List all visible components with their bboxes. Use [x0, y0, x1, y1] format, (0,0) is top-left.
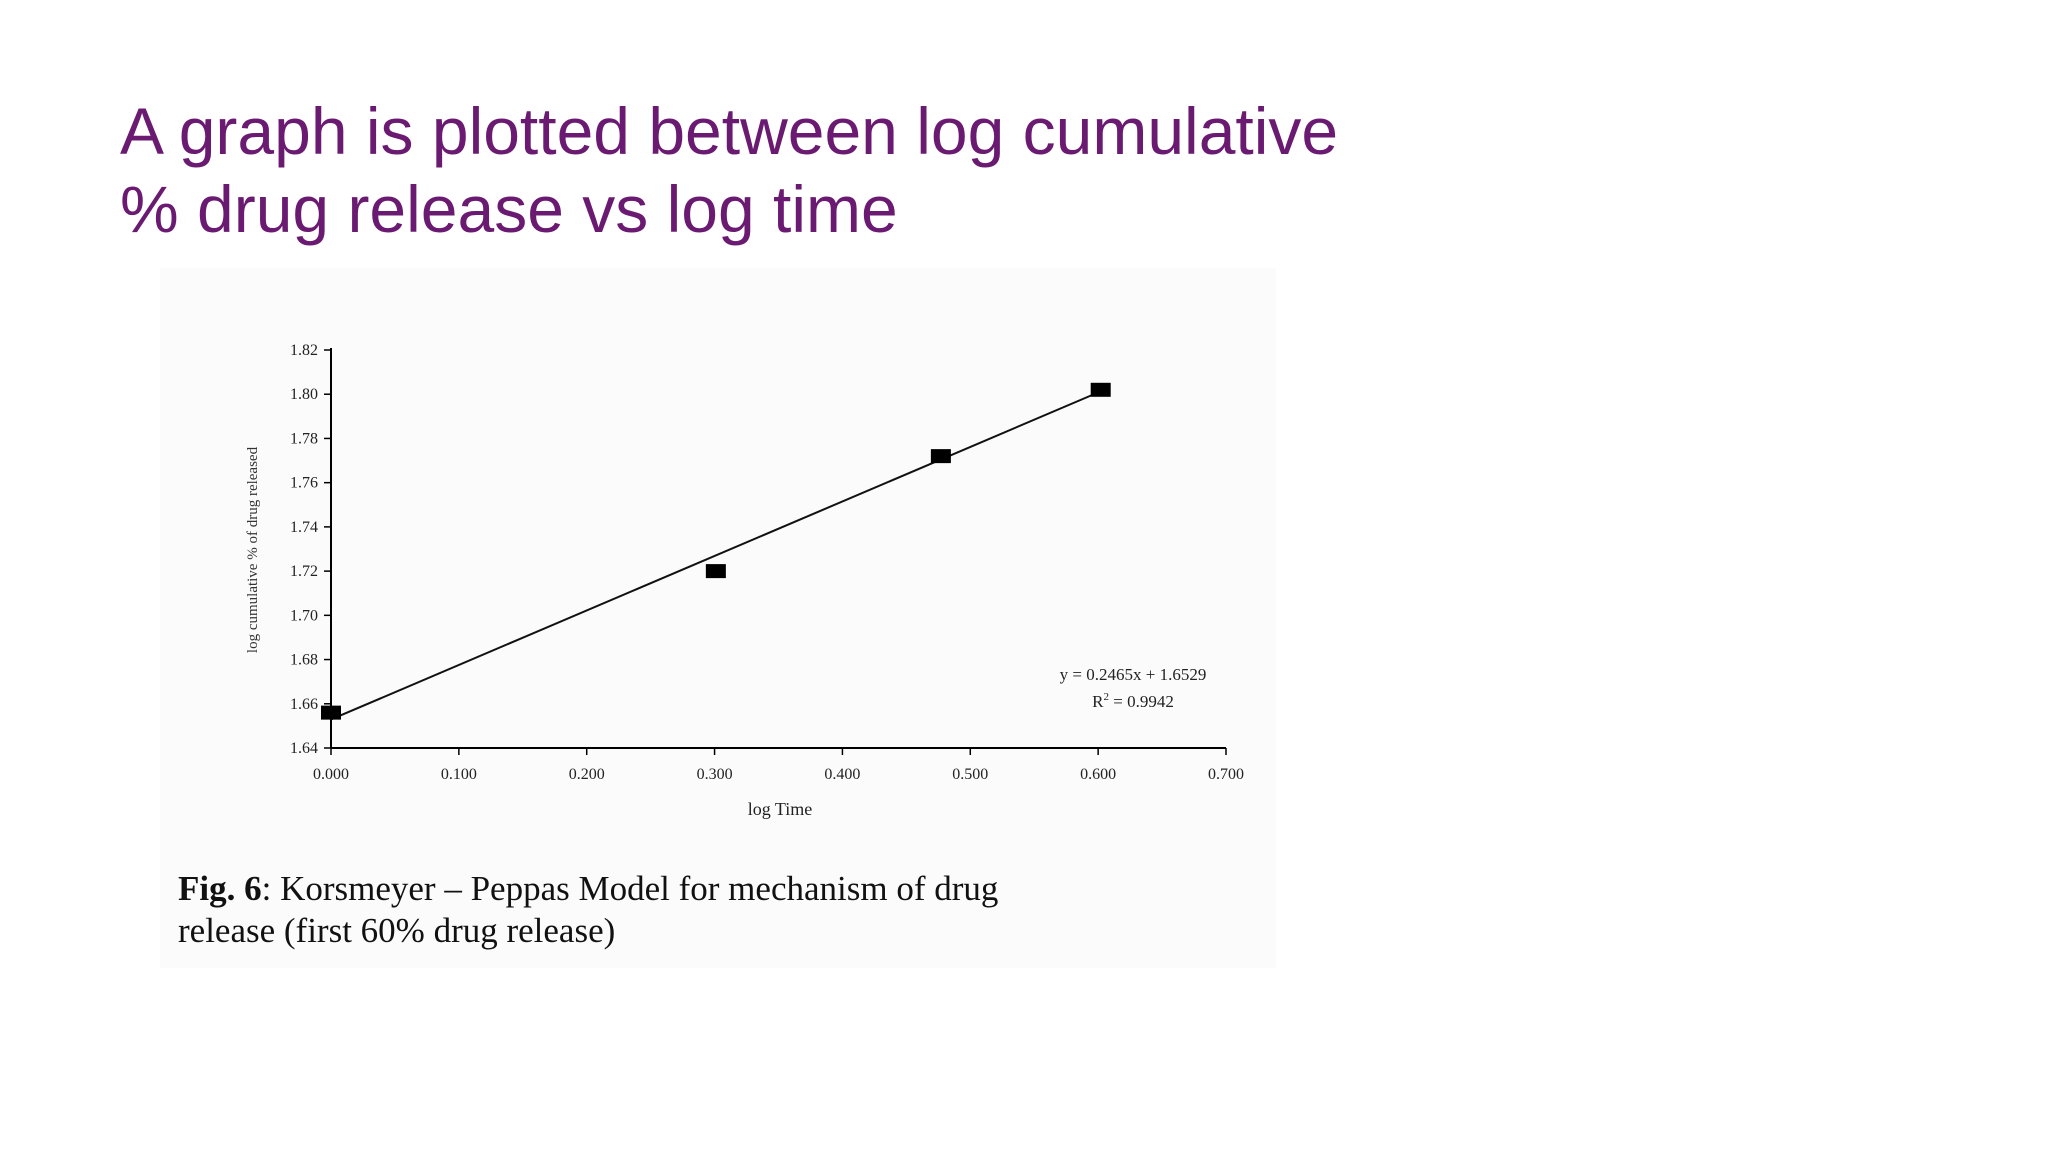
x-tick-label: 0.700 [1208, 766, 1244, 783]
y-tick-label: 1.76 [290, 475, 318, 492]
trendline [330, 390, 1102, 721]
x-tick-label: 0.000 [313, 766, 349, 783]
y-tick-label: 1.82 [290, 342, 318, 359]
data-point [930, 449, 951, 464]
figure-panel [160, 268, 1276, 968]
trendline-r-squared: R2 = 0.9942 [1092, 691, 1174, 711]
y-tick-label: 1.66 [290, 696, 318, 713]
y-tick-label: 1.78 [290, 430, 318, 447]
data-point [321, 705, 341, 720]
x-tick-label: 0.600 [1080, 766, 1116, 783]
figure-caption: Fig. 6: Korsmeyer – Peppas Model for mec… [178, 868, 1278, 952]
trendline-equation: y = 0.2465x + 1.6529 [1060, 665, 1207, 684]
caption-line-1: Fig. 6: Korsmeyer – Peppas Model for mec… [178, 868, 1278, 910]
y-tick-label: 1.70 [290, 607, 318, 624]
slide-title: A graph is plotted between log cumulativ… [120, 92, 1620, 248]
y-tick-label: 1.72 [290, 563, 318, 580]
data-point [705, 564, 726, 579]
y-tick-label: 1.64 [290, 740, 318, 757]
figure-label: Fig. 6 [178, 869, 262, 908]
r2-superscript: 2 [1104, 691, 1110, 703]
y-tick-label: 1.80 [290, 386, 318, 403]
caption-line-1-text: : Korsmeyer – Peppas Model for mechanism… [261, 869, 999, 908]
x-tick-label: 0.400 [824, 766, 860, 783]
y-tick-label: 1.74 [290, 519, 318, 536]
y-tick-label: 1.68 [290, 652, 318, 669]
slide-title-line-1: A graph is plotted between log cumulativ… [120, 94, 1339, 168]
x-tick-label: 0.300 [697, 766, 733, 783]
slide-title-line-2: % drug release vs log time [120, 172, 898, 246]
data-point [1090, 382, 1111, 397]
x-axis-title: log Time [748, 799, 813, 819]
y-axis-title: log cumulative % of drug released [245, 446, 261, 653]
x-tick-label: 0.500 [952, 766, 988, 783]
r2-prefix: R [1092, 692, 1104, 711]
x-tick-label: 0.100 [441, 766, 477, 783]
caption-line-2: release (first 60% drug release) [178, 911, 616, 950]
r2-value: = 0.9942 [1109, 692, 1174, 711]
x-tick-label: 0.200 [569, 766, 605, 783]
